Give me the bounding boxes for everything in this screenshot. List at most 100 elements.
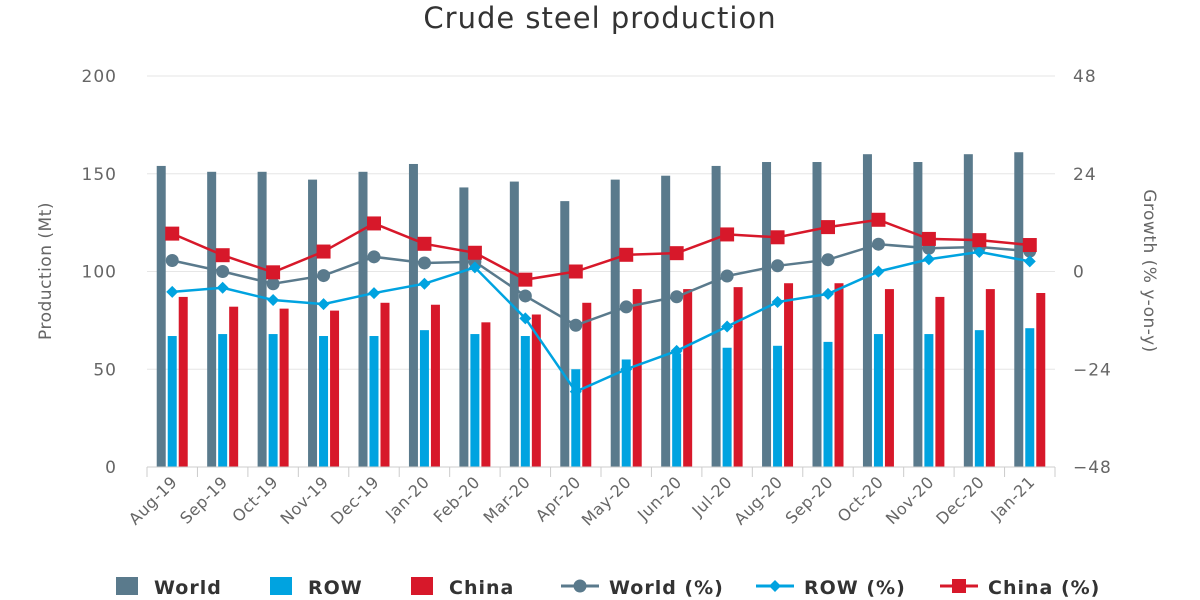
point-china: [266, 265, 281, 280]
point-china: [1022, 238, 1037, 253]
x-tick-label: Sep-19: [176, 472, 231, 527]
x-tick-label: Dec-19: [327, 472, 383, 528]
point-china: [467, 245, 482, 260]
left-tick-label: 200: [82, 67, 117, 87]
point-china: [215, 248, 230, 263]
point-china: [568, 264, 583, 279]
bar-china: [229, 306, 239, 467]
point-row: [216, 281, 229, 294]
bar-world: [812, 162, 822, 467]
bar-world: [1014, 152, 1024, 467]
point-row: [721, 320, 734, 333]
bar-china: [733, 287, 743, 467]
point-row: [872, 265, 885, 278]
bar-row: [319, 336, 329, 467]
legend-label-world: World: [154, 577, 222, 599]
bar-world: [459, 187, 469, 467]
x-tick-label: Nov-20: [882, 472, 938, 528]
left-tick-label: 0: [105, 458, 117, 478]
bar-world: [408, 163, 418, 467]
point-world: [216, 265, 230, 278]
bar-china: [178, 296, 188, 467]
x-tick-label: Jan-20: [381, 472, 433, 524]
point-row: [166, 285, 179, 298]
point-world: [317, 269, 331, 283]
bar-world: [963, 154, 973, 467]
bar-row: [470, 334, 480, 467]
point-world: [670, 290, 684, 304]
x-tick-label: Nov-19: [277, 472, 333, 528]
bar-row: [974, 330, 984, 467]
point-china: [367, 216, 381, 231]
x-tick-label: Jul-20: [688, 472, 736, 520]
left-tick-label: 100: [82, 263, 117, 283]
x-tick-label: Sep-20: [781, 472, 836, 527]
x-tick-label: Apr-20: [532, 472, 585, 525]
point-row: [418, 277, 431, 290]
bar-row: [167, 336, 177, 467]
x-tick-label: Jun-20: [633, 472, 685, 524]
point-world: [720, 269, 734, 283]
bar-row: [419, 330, 429, 467]
bar-china: [985, 289, 995, 467]
x-tick-label: Oct-19: [228, 472, 282, 526]
point-china: [871, 212, 886, 227]
point-china: [518, 272, 533, 287]
bar-china: [380, 302, 390, 467]
legend-label-row: ROW (%): [804, 577, 906, 599]
right-tick-label: −48: [1073, 458, 1112, 478]
legend-swatch-world: [116, 577, 138, 595]
point-china: [619, 247, 634, 262]
x-tick-label: Dec-20: [932, 472, 988, 528]
point-row: [771, 296, 784, 309]
right-tick-label: 24: [1073, 165, 1097, 185]
x-tick-label: Oct-20: [834, 472, 888, 526]
point-world: [367, 250, 381, 264]
point-china: [316, 244, 331, 259]
bar-world: [711, 165, 721, 467]
legend-swatch-row: [270, 577, 292, 595]
right-tick-label: −24: [1073, 360, 1112, 380]
bar-world: [358, 171, 368, 468]
line-world: [171, 242, 1030, 327]
point-china: [165, 226, 180, 241]
bars: [156, 152, 1046, 468]
legend-marker-china: [952, 579, 966, 593]
bar-world: [560, 201, 570, 467]
bar-china: [481, 322, 491, 467]
point-row: [468, 261, 481, 274]
legend: World ROW China World (%) ROW (%) China (%): [116, 577, 1100, 599]
point-china: [417, 236, 432, 251]
point-row: [1023, 255, 1036, 268]
point-world: [266, 277, 280, 291]
point-row: [922, 253, 935, 266]
legend-label-china: China (%): [988, 577, 1100, 599]
x-tick-label: Aug-19: [125, 472, 181, 528]
point-row: [317, 298, 330, 311]
bar-china: [683, 289, 693, 467]
bar-row: [722, 347, 732, 467]
x-tick-label: May-20: [578, 472, 635, 529]
point-china: [972, 233, 987, 248]
bar-china: [935, 296, 945, 467]
bar-row: [672, 353, 682, 467]
point-row: [973, 245, 986, 258]
bar-china: [632, 289, 642, 467]
point-world: [569, 318, 583, 332]
bar-world: [661, 175, 671, 467]
x-tick-label: Mar-20: [480, 472, 535, 527]
bar-world: [509, 181, 519, 467]
legend-label-china: China: [449, 577, 514, 599]
point-row: [620, 363, 633, 376]
point-row: [368, 287, 380, 300]
bar-world: [913, 162, 923, 467]
lines: [165, 212, 1037, 398]
chart-title: Crude steel production: [423, 1, 776, 35]
bar-china: [330, 310, 340, 467]
legend-label-row: ROW: [308, 577, 363, 599]
point-row: [822, 287, 834, 300]
line-row: [172, 250, 1031, 394]
point-china: [669, 246, 684, 261]
point-china: [720, 227, 735, 242]
